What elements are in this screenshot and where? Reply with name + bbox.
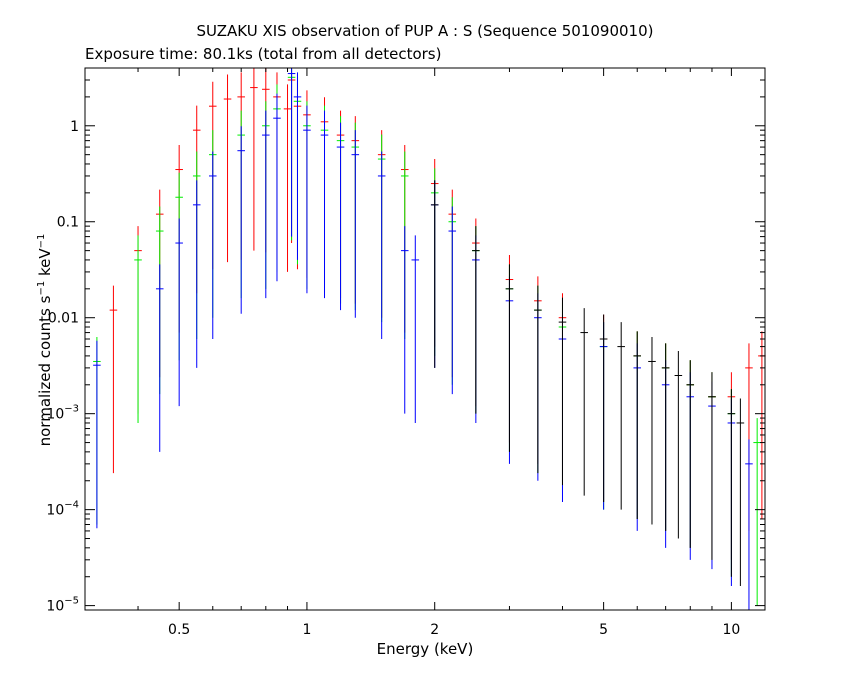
y-tick-label: 0.1 bbox=[57, 215, 79, 231]
data-point bbox=[155, 264, 164, 452]
series-1 bbox=[93, 68, 761, 606]
x-tick-label: 5 bbox=[599, 622, 608, 638]
y-axis-label-main: normalized counts s bbox=[36, 295, 54, 447]
data-point bbox=[617, 322, 625, 510]
data-point bbox=[192, 180, 201, 368]
data-point bbox=[633, 331, 642, 519]
x-tick-label: 10 bbox=[722, 622, 740, 638]
data-point bbox=[558, 297, 567, 486]
plot-frame bbox=[84, 67, 766, 611]
x-axis-label: Energy (keV) bbox=[376, 640, 474, 658]
y-tick-label: 1 bbox=[70, 119, 79, 135]
data-point bbox=[283, 84, 292, 272]
data-point bbox=[448, 206, 457, 395]
y-axis-label-mid: keV bbox=[36, 248, 54, 281]
data-point bbox=[250, 68, 258, 251]
data-point bbox=[377, 151, 386, 339]
data-point bbox=[599, 314, 608, 503]
x-tick-label: 2 bbox=[430, 622, 439, 638]
data-point bbox=[237, 126, 245, 314]
data-point bbox=[472, 226, 480, 414]
data-point bbox=[351, 130, 360, 318]
data-point bbox=[736, 398, 745, 587]
data-point bbox=[686, 360, 695, 548]
series-2 bbox=[93, 68, 753, 610]
y-tick-label: 10−5 bbox=[46, 596, 79, 615]
x-tick-label: 0.5 bbox=[168, 622, 190, 638]
data-point bbox=[134, 235, 142, 423]
data-point bbox=[708, 372, 716, 560]
data-point bbox=[287, 68, 296, 237]
data-point bbox=[674, 350, 683, 539]
data-point bbox=[648, 336, 656, 525]
data-point bbox=[262, 110, 270, 299]
chart-title: SUZAKU XIS observation of PUP A : S (Seq… bbox=[196, 22, 654, 40]
y-tick-label: 10−4 bbox=[46, 500, 79, 519]
series-0 bbox=[109, 68, 766, 560]
data-point bbox=[505, 264, 514, 452]
data-point bbox=[753, 418, 761, 606]
y-tick-exponent: −3 bbox=[64, 404, 79, 415]
data-point bbox=[223, 74, 232, 263]
data-point bbox=[580, 308, 588, 496]
series-3 bbox=[430, 180, 745, 587]
data-point bbox=[727, 389, 736, 577]
data-point bbox=[93, 340, 101, 529]
y-axis-label: normalized counts s−1 keV−1 bbox=[36, 234, 54, 447]
data-point bbox=[109, 285, 118, 474]
data-point bbox=[411, 235, 420, 423]
x-tick-label: 1 bbox=[302, 622, 311, 638]
data-point bbox=[303, 105, 311, 294]
y-axis-label-sup2: −1 bbox=[36, 233, 47, 249]
y-tick-exponent: −5 bbox=[64, 596, 79, 607]
data-point bbox=[534, 285, 542, 474]
data-point bbox=[336, 122, 345, 311]
y-tick-exponent: −4 bbox=[64, 500, 79, 511]
data-point bbox=[320, 110, 329, 299]
data-point bbox=[661, 343, 670, 531]
data-point bbox=[400, 226, 409, 414]
y-axis-label-sup1: −1 bbox=[36, 280, 47, 296]
data-point bbox=[273, 93, 281, 282]
data-layer bbox=[93, 68, 766, 610]
data-point bbox=[293, 72, 302, 260]
chart-subtitle: Exposure time: 80.1ks (total from all de… bbox=[85, 45, 442, 63]
data-point bbox=[745, 439, 753, 610]
data-point bbox=[430, 180, 439, 368]
y-tick-label: 0.01 bbox=[48, 311, 79, 327]
data-point bbox=[208, 151, 217, 339]
data-point bbox=[175, 218, 183, 407]
